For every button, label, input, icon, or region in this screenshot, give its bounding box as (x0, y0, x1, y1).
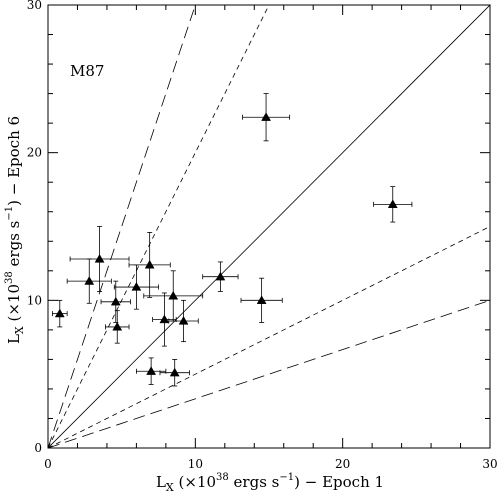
y-tick-label: 0 (34, 441, 42, 455)
data-point-triangle (144, 259, 155, 269)
y-tick-label: 20 (27, 146, 42, 160)
reference-line-4 (48, 299, 490, 448)
y-tick-label: 10 (27, 293, 42, 307)
data-point-triangle (169, 367, 180, 377)
data-point-triangle (131, 282, 142, 291)
x-tick-label: 20 (335, 457, 350, 471)
data-point-triangle (54, 308, 65, 318)
data-point-triangle (387, 199, 398, 208)
x-tick-label: 0 (44, 457, 52, 471)
data-point-triangle (146, 366, 157, 375)
reference-line-1 (48, 5, 270, 448)
data-point-triangle (94, 253, 105, 263)
x-tick-label: 30 (482, 457, 497, 471)
tick-labels: 0 10 20 30 0 10 20 30 (27, 0, 498, 471)
data-point-triangle (256, 295, 267, 304)
data-point-triangle (159, 314, 170, 324)
plot-frame (47, 4, 491, 449)
data-point-triangle (178, 316, 189, 325)
y-tick-label: 30 (27, 0, 42, 12)
data-points (54, 112, 398, 377)
data-point-triangle (215, 271, 226, 281)
annotation-label: M87 (70, 62, 104, 80)
data-point-triangle (168, 290, 179, 300)
data-point-triangle (112, 321, 123, 331)
data-point-triangle (84, 276, 95, 285)
data-point-triangle (261, 112, 271, 121)
x-axis-label: LX (×1038 ergs s−1) − Epoch 1 (156, 472, 384, 491)
axis-ticks (47, 4, 491, 449)
reference-line-2 (48, 226, 490, 448)
y-axis-label: LX (×1038 ergs s−1) − Epoch 6 (4, 116, 26, 344)
data-point-triangle (110, 296, 121, 306)
x-tick-label: 10 (188, 457, 203, 471)
reference-line-0 (48, 5, 490, 448)
reference-line-3 (48, 5, 196, 448)
reference-lines (48, 5, 490, 448)
